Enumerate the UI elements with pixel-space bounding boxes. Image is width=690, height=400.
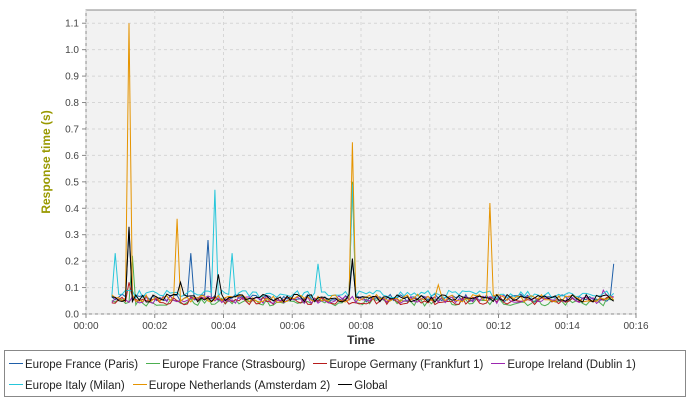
x-tick-label: 00:12: [486, 321, 511, 332]
legend-item: Europe Ireland (Dublin 1): [491, 359, 636, 371]
y-tick-label: 1.0: [65, 45, 79, 56]
y-tick-label: 0.1: [65, 283, 79, 294]
series-lines: [111, 23, 615, 307]
legend-item: Europe Italy (Milan): [9, 380, 125, 392]
y-tick-label: 0.6: [65, 151, 79, 162]
legend: Europe France (Paris) Europe France (Stra…: [4, 350, 686, 397]
y-tick-label: 0.9: [65, 72, 79, 83]
legend-label: Europe Germany (Frankfurt 1): [329, 359, 484, 371]
y-tick-label: 1.1: [65, 19, 79, 30]
legend-swatch: [313, 363, 328, 365]
y-tick-label: 0.3: [65, 230, 79, 241]
legend-item: Global: [338, 380, 388, 392]
legend-row: Europe France (Paris) Europe France (Stra…: [9, 359, 644, 375]
grid: [85, 10, 637, 315]
y-axis-title: Response time (s): [39, 110, 53, 213]
y-tick-label: 0.5: [65, 177, 79, 188]
x-tick-label: 00:10: [417, 321, 442, 332]
x-tick-label: 00:00: [73, 321, 98, 332]
x-tick-label: 00:04: [211, 321, 236, 332]
x-tick-label: 00:02: [142, 321, 167, 332]
y-tick-label: 0.7: [65, 124, 79, 135]
legend-label: Europe France (Paris): [25, 359, 139, 371]
legend-item: Europe Netherlands (Amsterdam 2): [132, 380, 331, 392]
legend-swatch: [491, 363, 506, 365]
legend-row: Europe Italy (Milan) Europe Netherlands (…: [9, 380, 396, 396]
y-tick-label: 0.4: [65, 204, 79, 215]
x-tick-label: 00:16: [623, 321, 648, 332]
y-tick-label: 0.8: [65, 98, 79, 109]
chart-plot: 0.0 0.1 0.2 0.3 0.4 0.5 0.6 0.7 0.8 0.9 1.0 1.1 00:0…: [39, 9, 649, 347]
legend-label: Europe Ireland (Dublin 1): [507, 359, 636, 371]
tick-labels: 0.0 0.1 0.2 0.3 0.4 0.5 0.6 0.7 0.8 0.9 1.0 1.1 00:0…: [65, 19, 649, 332]
legend-item: Europe France (Paris): [9, 359, 138, 371]
y-tick-label: 0.2: [65, 257, 79, 268]
legend-item: Europe Germany (Frankfurt 1): [313, 359, 483, 371]
legend-swatch: [9, 363, 23, 365]
legend-item: Europe France (Strasbourg): [146, 359, 305, 371]
x-axis-title: Time: [347, 333, 375, 347]
legend-swatch: [338, 384, 353, 386]
legend-swatch: [132, 384, 147, 386]
legend-swatch: [146, 363, 161, 365]
legend-label: Europe Italy (Milan): [25, 380, 125, 392]
legend-swatch: [9, 384, 23, 386]
series-line: [111, 181, 614, 307]
series-line: [111, 226, 614, 304]
legend-label: Europe Netherlands (Amsterdam 2): [148, 380, 331, 392]
series-line: [111, 184, 615, 300]
x-tick-label: 00:14: [555, 321, 580, 332]
x-tick-label: 00:06: [280, 321, 305, 332]
y-tick-label: 0.0: [65, 310, 79, 321]
legend-label: Europe France (Strasbourg): [162, 359, 306, 371]
x-tick-label: 00:08: [348, 321, 373, 332]
legend-label: Global: [354, 380, 388, 392]
